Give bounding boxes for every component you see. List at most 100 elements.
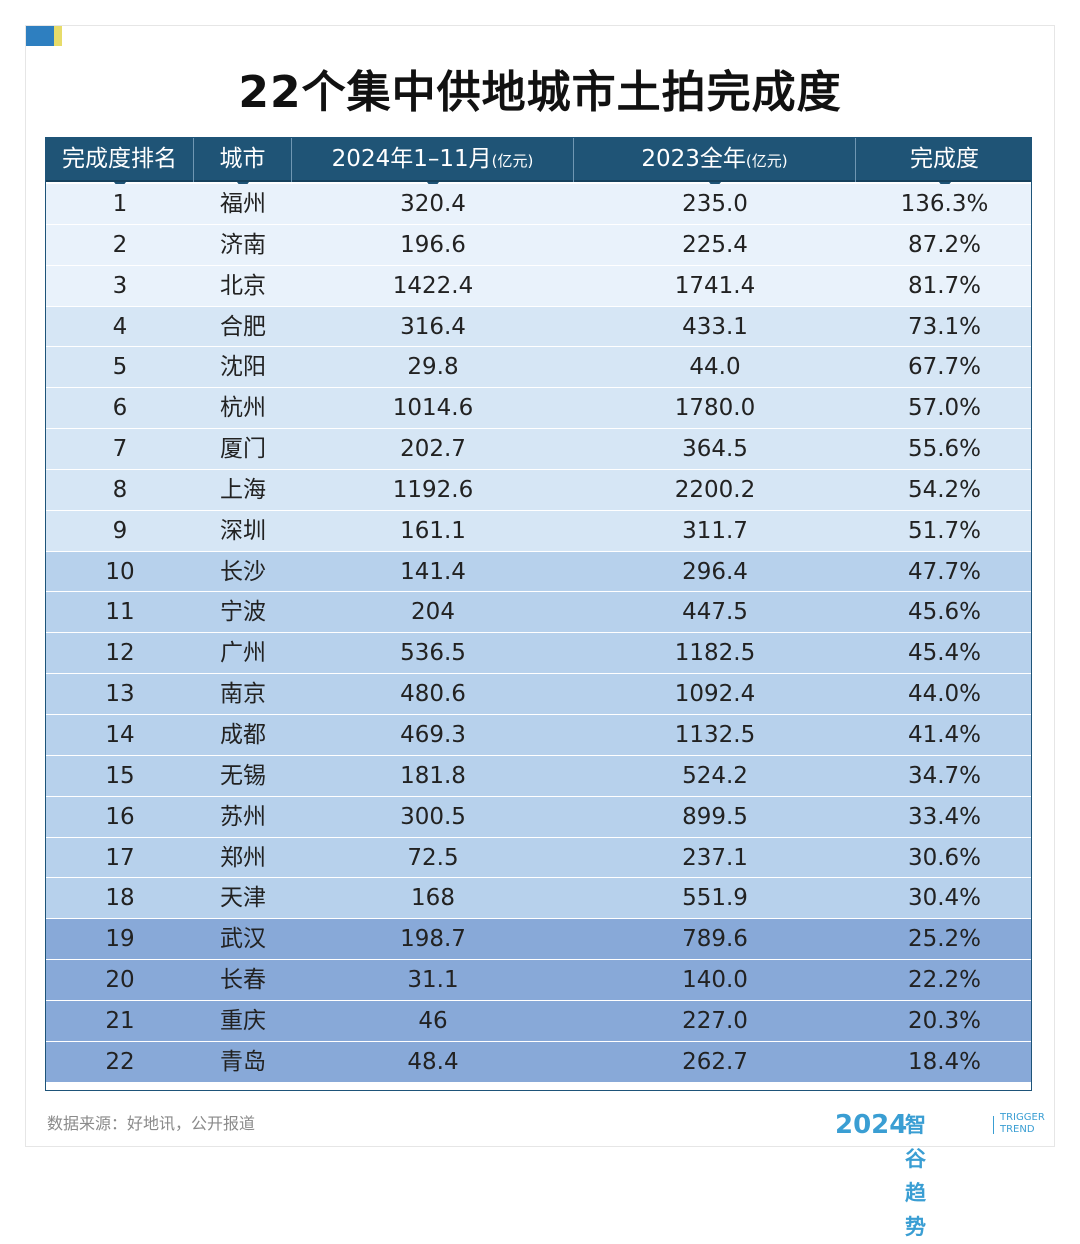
- table-row: 4 合肥 316.4 433.1 73.1%: [46, 306, 1031, 348]
- cell-city: 杭州: [220, 395, 266, 422]
- cell-2024: 1014.6: [392, 395, 474, 422]
- brand-divider: [993, 1116, 994, 1134]
- cell-2023: 262.7: [682, 1048, 748, 1075]
- table-row: 20 长春 31.1 140.0 22.2%: [46, 960, 1031, 1001]
- cell-rank: 18: [105, 885, 135, 912]
- cell-rate: 22.2%: [907, 967, 982, 994]
- cell-city: 长春: [220, 967, 266, 994]
- cell-rate: 33.4%: [907, 803, 982, 830]
- cell-rank: 13: [105, 681, 135, 708]
- cell-rate: 67.7%: [907, 354, 982, 381]
- cell-2023: 433.1: [682, 313, 748, 340]
- cell-2024: 168: [411, 885, 455, 912]
- cell-2023: 551.9: [682, 885, 748, 912]
- table-row: 9 深圳 161.1 311.7 51.7%: [46, 510, 1031, 552]
- cell-rate: 41.4%: [907, 721, 982, 748]
- table-row: 6 杭州 1014.6 1780.0 57.0%: [46, 388, 1031, 430]
- cell-rank: 10: [105, 558, 135, 585]
- cell-rate: 51.7%: [907, 517, 982, 544]
- ranking-table: 完成度排名 城市 2024年1–11月(亿元) 2023全年(亿元) 完成度 1…: [45, 137, 1032, 1091]
- cell-2023: 899.5: [682, 803, 748, 830]
- cell-2024: 204: [411, 599, 455, 626]
- cell-city: 深圳: [220, 517, 266, 544]
- cell-2024: 196.6: [400, 231, 466, 258]
- cell-rate: 20.3%: [907, 1007, 982, 1034]
- cell-2023: 296.4: [682, 558, 748, 585]
- cell-2023: 237.1: [682, 844, 748, 871]
- cell-2023: 1182.5: [674, 640, 756, 667]
- table-row: 16 苏州 300.5 899.5 33.4%: [46, 796, 1031, 838]
- cell-rate: 136.3%: [900, 191, 989, 217]
- cell-2024: 536.5: [400, 640, 466, 667]
- cell-rank: 1: [112, 191, 128, 217]
- header-city: 城市: [194, 138, 292, 190]
- table-row: 15 无锡 181.8 524.2 34.7%: [46, 755, 1031, 797]
- cell-2023: 225.4: [682, 231, 748, 258]
- cell-2024: 1192.6: [392, 476, 474, 503]
- cell-rank: 22: [105, 1048, 135, 1075]
- cell-rank: 14: [105, 721, 135, 748]
- cell-2024: 316.4: [400, 313, 466, 340]
- cell-rank: 12: [105, 640, 135, 667]
- table-row: 3 北京 1422.4 1741.4 81.7%: [46, 265, 1031, 307]
- cell-2024: 1422.4: [392, 272, 474, 299]
- cell-rate: 54.2%: [907, 476, 982, 503]
- table-row: 8 上海 1192.6 2200.2 54.2%: [46, 469, 1031, 511]
- cell-rate: 34.7%: [907, 762, 982, 789]
- table-row: 17 郑州 72.5 237.1 30.6%: [46, 837, 1031, 879]
- cell-2024: 202.7: [400, 436, 466, 463]
- cell-2024: 31.1: [407, 967, 459, 994]
- cell-city: 青岛: [220, 1048, 266, 1075]
- cell-city: 济南: [220, 231, 266, 258]
- brand-en: TRIGGER TREND: [1000, 1112, 1045, 1135]
- cell-rate: 81.7%: [907, 272, 982, 299]
- cell-rank: 3: [112, 272, 128, 299]
- table-row: 22 青岛 48.4 262.7 18.4%: [46, 1041, 1031, 1083]
- cell-city: 苏州: [220, 803, 266, 830]
- source-note: 数据来源：好地讯，公开报道: [47, 1114, 256, 1133]
- header-2023: 2023全年(亿元): [574, 138, 856, 190]
- cell-2023: 1780.0: [674, 395, 756, 422]
- cell-rate: 45.6%: [907, 599, 982, 626]
- cell-2023: 2200.2: [674, 476, 756, 503]
- table-row: 2 济南 196.6 225.4 87.2%: [46, 224, 1031, 266]
- cell-rate: 30.4%: [907, 885, 982, 912]
- cell-rate: 73.1%: [907, 313, 982, 340]
- brand-name: 智谷趋势: [905, 1113, 926, 1239]
- cell-rank: 16: [105, 803, 135, 830]
- cell-city: 无锡: [220, 762, 266, 789]
- cell-2023: 364.5: [682, 436, 748, 463]
- cell-rank: 5: [112, 354, 128, 381]
- cell-rate: 57.0%: [907, 395, 982, 422]
- table-row: 10 长沙 141.4 296.4 47.7%: [46, 551, 1031, 593]
- cell-city: 沈阳: [220, 354, 266, 381]
- header-rate: 完成度: [856, 138, 1033, 190]
- cell-2023: 1741.4: [674, 272, 756, 299]
- cell-city: 重庆: [220, 1007, 266, 1034]
- cell-city: 郑州: [220, 844, 266, 871]
- cell-rank: 2: [112, 231, 128, 258]
- cell-rate: 55.6%: [907, 436, 982, 463]
- cell-2024: 161.1: [400, 517, 466, 544]
- cell-city: 成都: [220, 721, 266, 748]
- cell-rate: 18.4%: [907, 1048, 982, 1075]
- page-title: 22个集中供地城市土拍完成度: [238, 67, 842, 118]
- cell-2024: 480.6: [400, 681, 466, 708]
- cell-rank: 4: [112, 313, 128, 340]
- cell-2023: 227.0: [682, 1007, 748, 1034]
- cell-rank: 15: [105, 762, 135, 789]
- cell-city: 宁波: [220, 599, 266, 626]
- cell-city: 上海: [220, 476, 266, 503]
- table-row: 18 天津 168 551.9 30.4%: [46, 878, 1031, 920]
- cell-2023: 140.0: [682, 967, 748, 994]
- cell-rate: 87.2%: [907, 231, 982, 258]
- cell-2024: 48.4: [407, 1048, 459, 1075]
- cell-2024: 198.7: [400, 926, 466, 953]
- table-row: 19 武汉 198.7 789.6 25.2%: [46, 919, 1031, 961]
- cell-rank: 17: [105, 844, 135, 871]
- cell-2024: 141.4: [400, 558, 466, 585]
- header-2024: 2024年1–11月(亿元): [292, 138, 574, 190]
- cell-city: 福州: [220, 191, 266, 217]
- cell-rank: 20: [105, 967, 135, 994]
- cell-rate: 25.2%: [907, 926, 982, 953]
